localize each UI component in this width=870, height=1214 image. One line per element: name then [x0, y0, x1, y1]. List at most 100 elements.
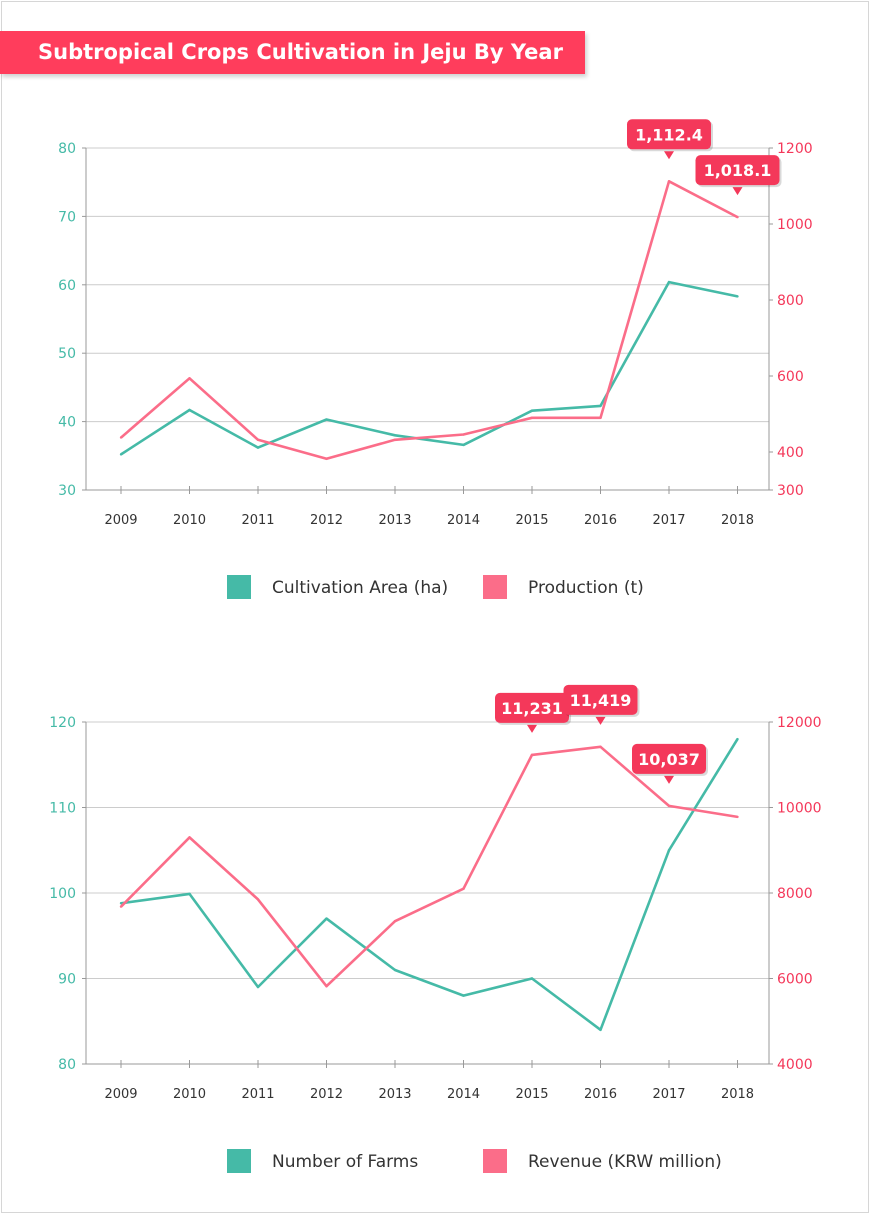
y-left-tick-label: 50: [58, 346, 76, 362]
series-line-pink: [120, 745, 738, 988]
x-tick-label: 2016: [584, 513, 617, 528]
x-tick-label: 2012: [310, 513, 343, 528]
callout-pointer: [527, 724, 537, 733]
x-tick-label: 2015: [515, 1087, 548, 1102]
data-point: [462, 994, 465, 997]
x-tick-label: 2017: [652, 513, 685, 528]
callout-pointer: [595, 716, 606, 725]
y-right-tick-label: 1200: [777, 141, 813, 157]
callout-box: [632, 743, 706, 774]
x-tick-label: 2014: [447, 1087, 480, 1102]
data-point: [736, 737, 739, 741]
callout: 11,231: [495, 692, 571, 733]
legend-swatch: [483, 1149, 507, 1173]
data-point: [667, 849, 671, 852]
legend: Cultivation Area (ha) Production (t): [227, 575, 644, 599]
series-line-teal: [120, 280, 738, 456]
data-point: [325, 917, 328, 920]
x-tick-label: 2018: [721, 513, 754, 528]
y-left-tick-label: 90: [58, 972, 76, 988]
x-tick-label: 2010: [173, 513, 206, 528]
callout-label: 1,112.4: [635, 125, 703, 144]
data-point: [667, 280, 671, 284]
x-tick-label: 2011: [241, 1087, 274, 1102]
legend: Number of Farms Revenue (KRW million): [227, 1149, 722, 1173]
y-right-tick-label: 800: [777, 293, 804, 309]
chart-1: 30 40 50 60 70 80 300 400 600 800 1000 1200 2009 2010…: [58, 119, 813, 599]
series-line-pink: [120, 180, 739, 461]
y-left-tick-label: 30: [58, 483, 76, 499]
data-point: [119, 902, 123, 905]
data-point: [462, 887, 465, 890]
data-point: [736, 295, 739, 298]
callout-pointer: [664, 151, 674, 160]
y-right-tick-label: 12000: [777, 715, 822, 731]
legend-swatch: [227, 1149, 251, 1173]
x-tick-label: 2012: [310, 1087, 343, 1102]
callout-label: 11,231: [501, 699, 563, 718]
y-right-tick-label: 300: [777, 483, 804, 499]
data-point: [119, 453, 123, 456]
data-point: [325, 984, 328, 988]
page-title: Subtropical Crops Cultivation in Jeju By…: [0, 31, 585, 74]
data-point: [325, 418, 328, 421]
x-tick-label: 2018: [721, 1087, 754, 1102]
callout-pointer: [732, 187, 743, 196]
callout: 1,018.1: [695, 155, 782, 196]
x-tick-label: 2009: [104, 513, 137, 528]
y-left-tick-label: 110: [49, 801, 76, 817]
callout-box: [495, 692, 569, 723]
data-point: [599, 1028, 602, 1032]
data-point: [530, 416, 534, 419]
data-point: [188, 836, 191, 839]
x-tick-label: 2010: [173, 1087, 206, 1102]
x-tick-label: 2015: [515, 513, 548, 528]
chart-2: 80 90 100 110 120 4000 6000 8000 10000 12000 2009 2…: [49, 684, 822, 1173]
data-point: [599, 404, 602, 408]
x-tick-label: 2014: [447, 513, 480, 528]
x-tick-label: 2013: [378, 1087, 411, 1102]
data-point: [256, 985, 260, 989]
y-left-tick-label: 100: [49, 886, 76, 902]
legend-label: Number of Farms: [272, 1152, 418, 1172]
y-left-tick-label: 70: [58, 209, 76, 225]
data-point: [736, 215, 739, 219]
legend-swatch: [483, 575, 507, 599]
x-tick-label: 2011: [241, 513, 274, 528]
data-point: [530, 409, 534, 412]
y-left-tick-label: 60: [58, 278, 76, 294]
data-point: [256, 898, 260, 901]
x-tick-label: 2016: [584, 1087, 617, 1102]
data-point: [119, 905, 123, 908]
legend-label: Production (t): [528, 578, 644, 598]
legend-swatch: [227, 575, 251, 599]
callout-label: 10,037: [638, 750, 700, 769]
x-tick-label: 2013: [378, 513, 411, 528]
callout: 11,419: [563, 684, 640, 725]
data-point: [325, 457, 328, 461]
data-point: [393, 434, 397, 437]
data-point: [599, 745, 602, 749]
callout-label: 1,018.1: [704, 161, 772, 180]
y-right-tick-label: 600: [777, 369, 804, 385]
data-point: [599, 416, 602, 419]
y-right-tick-label: 4000: [777, 1057, 813, 1073]
data-point: [256, 446, 260, 449]
y-right-tick-label: 10000: [777, 801, 822, 817]
x-tick-label: 2009: [104, 1087, 137, 1102]
data-point: [119, 436, 123, 439]
callout-box: [627, 119, 711, 150]
legend-label: Revenue (KRW million): [528, 1152, 722, 1172]
data-point: [462, 443, 465, 447]
data-point: [256, 438, 260, 442]
series-line-teal: [120, 738, 739, 1032]
data-point: [736, 815, 739, 819]
callout: 1,112.4: [627, 119, 713, 160]
y-left-tick-label: 40: [58, 415, 76, 431]
callout-pointer: [664, 775, 674, 784]
data-point: [393, 438, 397, 442]
data-point: [393, 920, 397, 923]
data-point: [667, 180, 671, 183]
